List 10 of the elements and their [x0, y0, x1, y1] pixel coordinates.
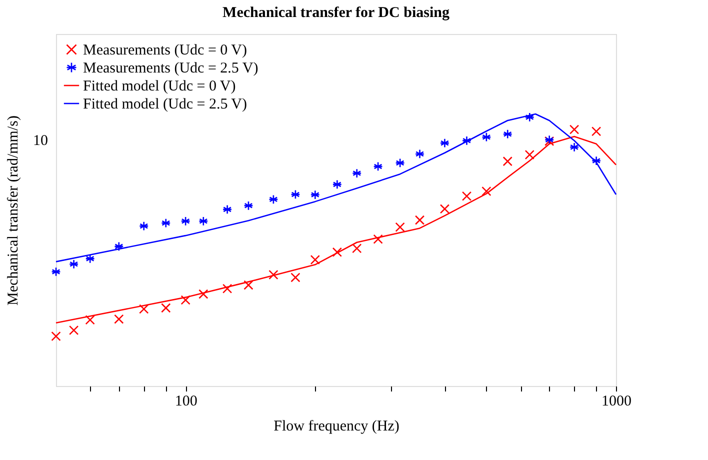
chart-title: Mechanical transfer for DC biasing — [222, 5, 450, 21]
x-tick-label: 1000 — [602, 394, 632, 410]
legend-label: Measurements (Udc = 2.5 V) — [83, 60, 258, 76]
x-axis-title: Flow frequency (Hz) — [274, 418, 400, 434]
x-tick-label: 100 — [174, 394, 198, 410]
text: 10 — [33, 132, 48, 149]
legend-label: Fitted model (Udc = 2.5 V) — [83, 96, 247, 112]
legend-label: Measurements (Udc = 0 V) — [83, 42, 247, 58]
y-axis-title: Mechanical transfer (rad/mm/s) — [6, 116, 22, 306]
legend-label: Fitted model (Udc = 0 V) — [83, 78, 236, 94]
